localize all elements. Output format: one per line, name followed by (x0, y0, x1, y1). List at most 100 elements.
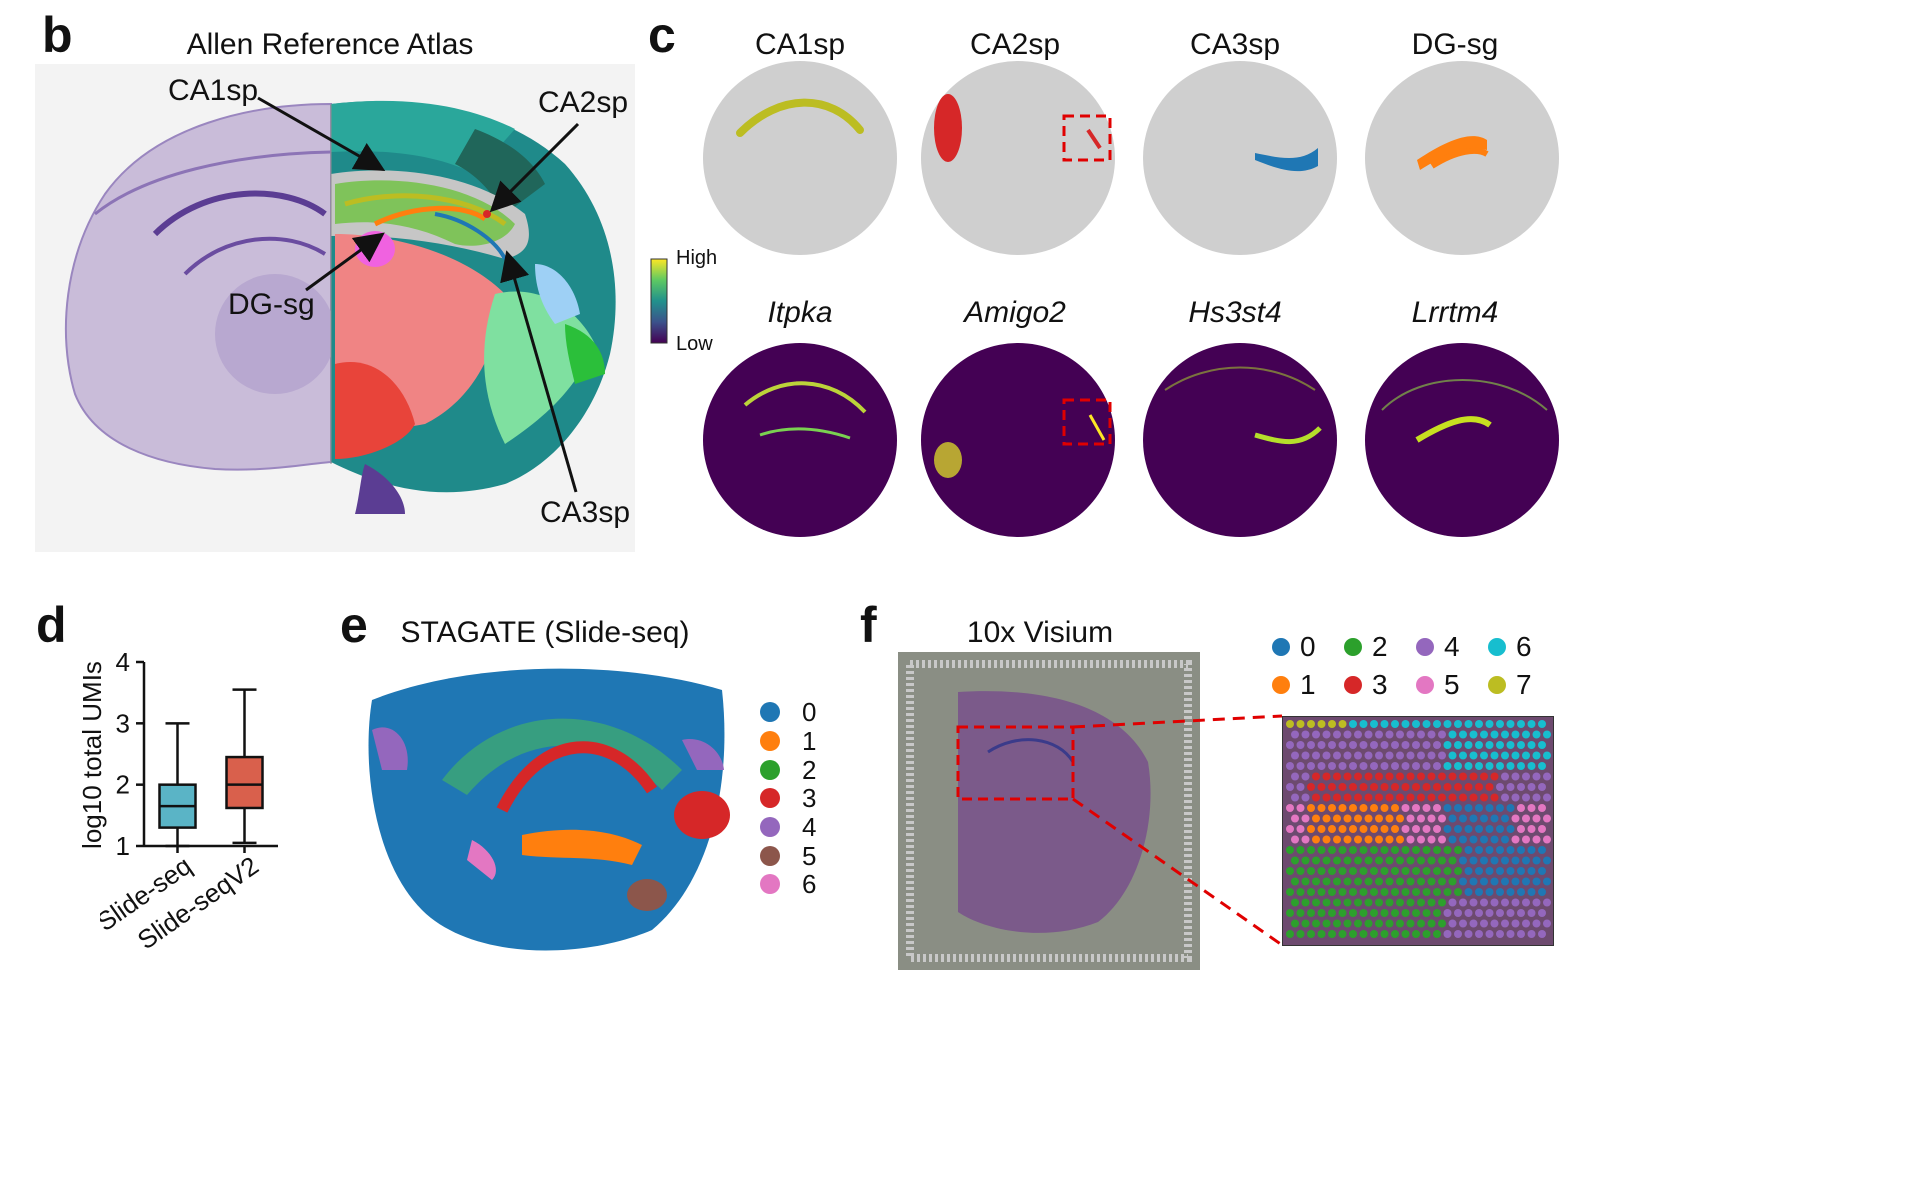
visium-spot (1343, 835, 1352, 844)
visium-spot (1438, 856, 1446, 865)
visium-spot (1349, 930, 1357, 938)
visium-spot (1354, 751, 1362, 760)
visium-spot (1301, 793, 1310, 802)
visium-spot (1475, 825, 1483, 833)
visium-spot (1522, 835, 1530, 844)
visium-spot (1359, 846, 1368, 854)
visium-spot (1307, 888, 1315, 896)
visium-spot (1375, 877, 1383, 886)
legend-label: 0 (802, 697, 817, 728)
visium-spot (1459, 877, 1467, 886)
visium-spot (1338, 741, 1347, 749)
visium-spot (1349, 888, 1357, 896)
visium-spot (1438, 793, 1446, 802)
visium-spot (1370, 825, 1378, 833)
visium-spot (1522, 751, 1530, 760)
visium-spot (1370, 888, 1378, 896)
visium-spot (1438, 877, 1446, 886)
visium-spot (1464, 804, 1473, 812)
visium-spot (1322, 856, 1331, 865)
visium-spot (1443, 888, 1452, 896)
visium-spot (1401, 888, 1410, 896)
visium-spot (1501, 856, 1509, 865)
visium-spot (1527, 825, 1536, 833)
ca2sp-highlight-box (1062, 114, 1112, 162)
visium-spot (1417, 898, 1425, 907)
visium-spot (1496, 930, 1504, 938)
visium-spot (1448, 772, 1457, 781)
visium-spot (1422, 867, 1431, 875)
visium-spot (1443, 909, 1452, 917)
visium-spot (1286, 846, 1294, 854)
visium-spot (1375, 856, 1383, 865)
annotation-ca3sp: CA3sp (540, 496, 631, 529)
visium-spot (1501, 814, 1509, 823)
visium-spot (1322, 793, 1331, 802)
legend-dot-icon (1488, 638, 1506, 656)
visium-spot (1511, 835, 1520, 844)
atlas-hypothalamus (335, 362, 415, 459)
region-plot-ca2sp (921, 61, 1115, 255)
visium-spot (1312, 835, 1320, 844)
visium-spot (1417, 856, 1425, 865)
visium-spot (1333, 814, 1341, 823)
visium-spot (1364, 793, 1373, 802)
legend-label: 1 (1300, 669, 1316, 700)
cluster-2-region (442, 718, 682, 795)
visium-spot (1427, 919, 1436, 928)
visium-spot (1286, 909, 1294, 917)
visium-legend-item: 0 (1272, 632, 1344, 662)
visium-spot (1496, 720, 1504, 728)
visium-spot (1401, 741, 1410, 749)
atlas-brainstem (355, 464, 405, 514)
legend-dot-icon (1416, 676, 1434, 694)
visium-spot (1480, 730, 1488, 739)
visium-spot (1517, 804, 1525, 812)
visium-spot (1511, 877, 1520, 886)
visium-spot (1538, 783, 1546, 791)
visium-spot (1496, 888, 1504, 896)
visium-spot (1485, 783, 1494, 791)
visium-spot (1286, 783, 1294, 791)
visium-spot (1501, 751, 1509, 760)
visium-spot (1370, 909, 1378, 917)
visium-spot (1496, 846, 1504, 854)
gene-title-amigo2: Amigo2 (964, 296, 1066, 329)
visium-spot (1485, 741, 1494, 749)
visium-spot (1469, 814, 1478, 823)
visium-spot (1286, 888, 1294, 896)
visium-spot (1385, 730, 1394, 739)
visium-spot (1301, 898, 1310, 907)
visium-spot (1380, 720, 1389, 728)
visium-spot (1422, 888, 1431, 896)
visium-spot (1370, 930, 1378, 938)
visium-spot (1312, 919, 1320, 928)
visium-spot (1307, 804, 1315, 812)
visium-legend-item: 3 (1344, 670, 1416, 700)
visium-spot (1307, 909, 1315, 917)
visium-spot (1538, 762, 1546, 770)
visium-spot (1543, 814, 1551, 823)
atlas-ca2sp (483, 210, 491, 218)
visium-spot (1412, 762, 1420, 770)
visium-spot (1469, 730, 1478, 739)
visium-spot (1469, 919, 1478, 928)
visium-spot (1538, 930, 1546, 938)
visium-spot (1480, 751, 1488, 760)
visium-legend-item: 7 (1488, 670, 1560, 700)
visium-spot (1522, 919, 1530, 928)
visium-spot (1401, 930, 1410, 938)
visium-spot (1433, 825, 1441, 833)
visium-spot (1359, 909, 1368, 917)
stagate-cluster-plot (368, 668, 730, 951)
legend-label: 4 (802, 812, 817, 843)
visium-spot (1328, 846, 1336, 854)
visium-spot (1343, 751, 1352, 760)
visium-spot (1380, 741, 1389, 749)
visium-spot (1370, 741, 1378, 749)
visium-spot (1359, 783, 1368, 791)
visium-spot (1464, 909, 1473, 917)
visium-spot (1385, 856, 1394, 865)
legend-dot-icon (1416, 638, 1434, 656)
